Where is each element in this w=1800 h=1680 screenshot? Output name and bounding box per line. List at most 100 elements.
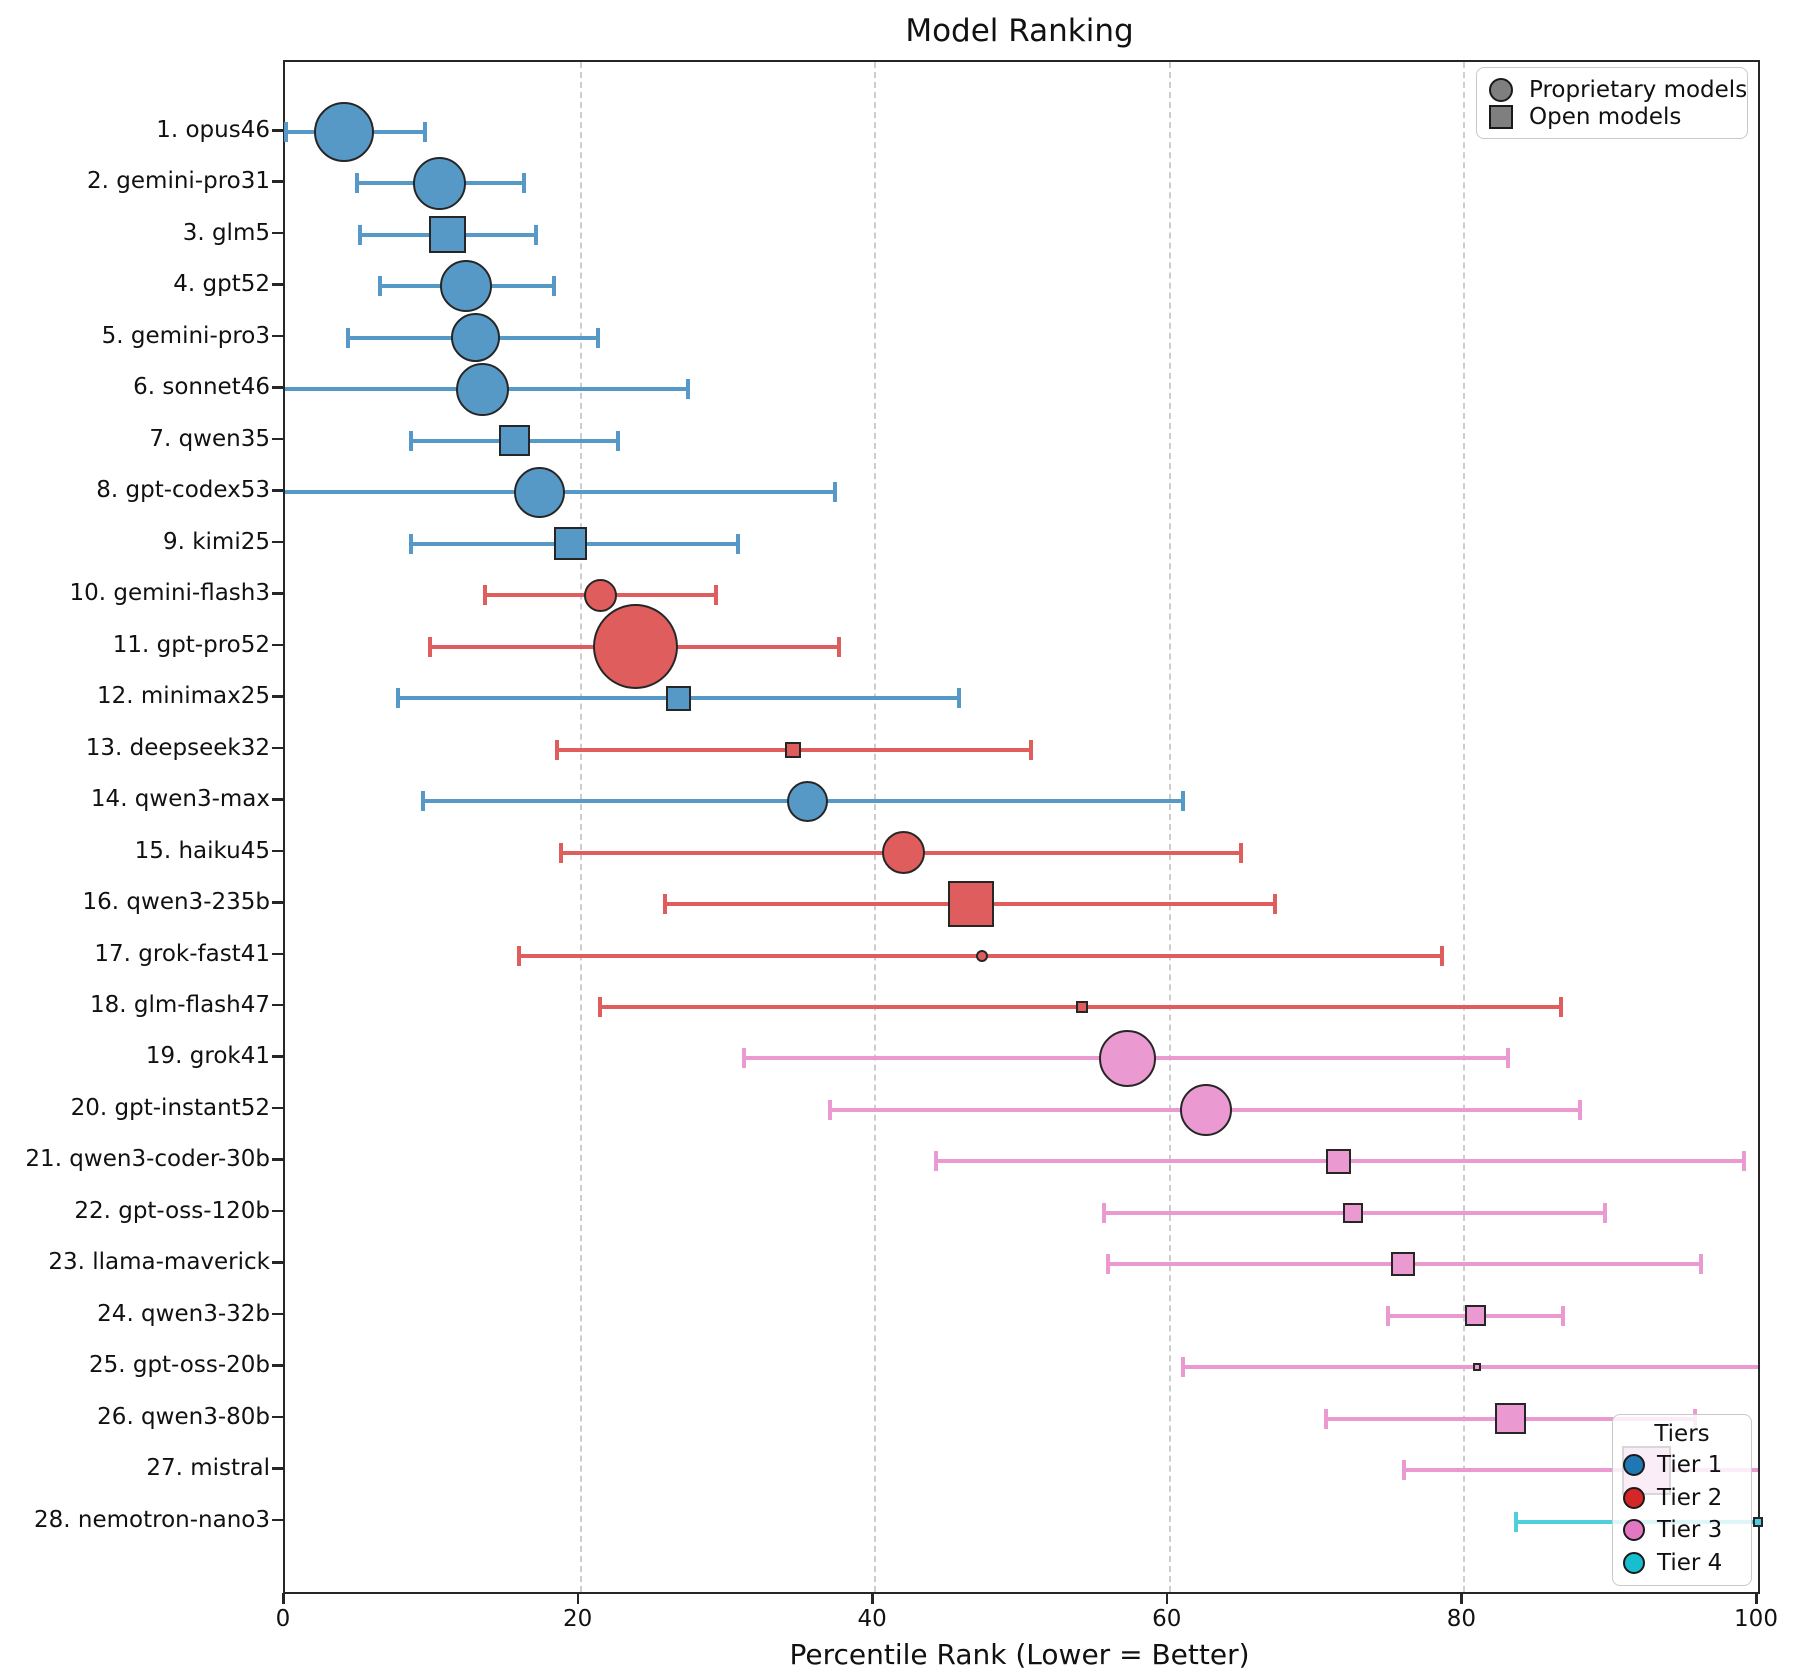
y-tick-mark-12 [272,695,283,698]
error-cap-low-grok41 [742,1048,747,1069]
marker-gpt-instant52 [1179,1083,1232,1136]
y-tick-label-grok-fast41: 17. grok-fast41 [94,940,270,967]
marker-glm-flash47 [1075,1000,1088,1013]
gridline-x-80 [1463,62,1466,1592]
error-cap-high-kimi25 [735,533,740,554]
y-tick-label-qwen35: 7. qwen35 [149,425,270,452]
marker-opus46 [313,102,374,162]
error-cap-high-gemini-pro3 [595,327,600,348]
x-tick-mark-0 [282,1592,285,1604]
gridline-layer [285,62,1758,1592]
marker-gpt52 [440,260,493,313]
error-cap-low-opus46 [284,122,288,142]
y-tick-mark-7 [272,437,283,441]
error-bar-gpt-oss-20b [1182,1365,1758,1370]
error-cap-low-gemini-pro31 [354,173,359,194]
y-tick-mark-19 [272,1055,283,1058]
marker-qwen3-coder-30b [1325,1148,1351,1174]
x-tick-mark-100 [1755,1592,1758,1604]
error-cap-low-qwen35 [409,430,414,451]
y-tick-mark-13 [272,746,283,750]
error-cap-high-haiku45 [1239,842,1244,863]
y-tick-label-qwen3-32b: 24. qwen3-32b [97,1300,270,1327]
x-tick-mark-80 [1460,1592,1463,1604]
error-cap-low-glm5 [357,224,362,245]
y-tick-label-glm-flash47: 18. glm-flash47 [90,991,270,1018]
error-cap-low-gpt-instant52 [827,1099,832,1120]
marker-gemini-flash3 [583,578,617,612]
marker-qwen3-max [787,780,829,822]
error-cap-low-qwen3-max [420,791,425,812]
y-tick-label-gemini-flash3: 10. gemini-flash3 [69,580,270,607]
error-cap-high-qwen3-32b [1560,1305,1565,1326]
error-cap-low-deepseek32 [555,739,560,760]
marker-glm5 [428,216,466,254]
error-cap-high-deepseek32 [1028,739,1033,760]
x-tick-mark-60 [1165,1592,1169,1604]
x-axis-label: Percentile Rank (Lower = Better) [789,1638,1250,1671]
legend-tiers-title: Tiers [1654,1421,1710,1447]
y-tick-label-opus46: 1. opus46 [156,117,270,143]
y-tick-label-gpt-oss-20b: 25. gpt-oss-20b [88,1352,270,1379]
y-tick-mark-24 [272,1312,283,1316]
plot-area [283,60,1763,1594]
y-tick-label-grok41: 19. grok41 [145,1043,270,1070]
y-tick-mark-18 [272,1003,283,1007]
error-cap-high-gpt-codex53 [832,482,837,503]
y-tick-label-haiku45: 15. haiku45 [134,837,270,864]
x-tick-label-40: 40 [857,1606,887,1632]
error-cap-low-minimax25 [395,688,400,709]
error-cap-low-gemini-flash3 [482,585,487,606]
y-tick-mark-14 [272,798,283,801]
x-tick-mark-40 [871,1592,874,1604]
y-tick-label-gpt-oss-120b: 22. gpt-oss-120b [74,1197,270,1224]
marker-gemini-pro3 [450,313,500,363]
legend-shapes-item-square: Open models [1489,104,1735,130]
marker-gemini-pro31 [413,156,467,210]
marker-nemotron-nano3 [1753,1516,1763,1527]
error-cap-high-qwen3-coder-30b [1741,1151,1746,1172]
series-layer [284,62,1763,1592]
y-tick-mark-25 [272,1364,283,1367]
chart-title: Model Ranking [905,13,1134,49]
error-cap-high-qwen3-235b [1273,894,1278,915]
error-cap-low-grok-fast41 [516,945,521,966]
error-cap-high-llama-maverick [1699,1254,1704,1275]
error-cap-low-qwen3-235b [662,894,667,915]
error-cap-high-gemini-flash3 [713,585,718,606]
y-tick-mark-5 [272,334,283,338]
error-cap-low-qwen3-80b [1323,1408,1328,1429]
error-cap-high-gpt-pro52 [837,636,842,657]
y-tick-label-gpt-instant52: 20. gpt-instant52 [70,1094,270,1121]
marker-qwen3-80b [1495,1403,1527,1435]
y-tick-label-sonnet46: 6. sonnet46 [133,374,270,401]
legend-tiers-label: Tier 3 [1657,1517,1723,1544]
error-cap-high-glm-flash47 [1559,996,1564,1017]
error-cap-low-mistral [1402,1460,1406,1481]
y-tick-label-qwen3-80b: 26. qwen3-80b [97,1403,270,1430]
y-tick-label-mistral: 27. mistral [146,1455,270,1482]
y-tick-label-gpt-pro52: 11. gpt-pro52 [112,631,270,658]
error-cap-low-haiku45 [559,842,564,863]
y-tick-mark-9 [272,540,283,544]
circle-marker-icon [1489,77,1513,102]
marker-grok41 [1099,1029,1157,1087]
legend-tiers-item-1: Tier 1 [1623,1449,1741,1482]
y-tick-mark-3 [272,231,283,235]
y-tick-label-gemini-pro31: 2. gemini-pro31 [87,168,270,195]
y-tick-label-glm5: 3. glm5 [182,219,270,246]
tier-1-marker-icon [1623,1454,1645,1477]
y-tick-mark-11 [272,643,283,647]
marker-qwen35 [499,425,531,457]
y-tick-mark-8 [272,489,283,492]
x-tick-label-80: 80 [1446,1606,1477,1632]
marker-gpt-codex53 [514,466,566,518]
error-cap-high-gpt-oss-120b [1603,1202,1608,1223]
marker-llama-maverick [1391,1252,1415,1277]
legend-shapes-item-circle: Proprietary models [1489,77,1747,103]
gridline-x-40 [874,62,877,1592]
marker-qwen3-235b [948,881,995,928]
x-tick-label-100: 100 [1734,1606,1778,1632]
legend-tiers-item-4: Tier 4 [1623,1547,1741,1580]
y-tick-label-kimi25: 9. kimi25 [162,528,270,555]
